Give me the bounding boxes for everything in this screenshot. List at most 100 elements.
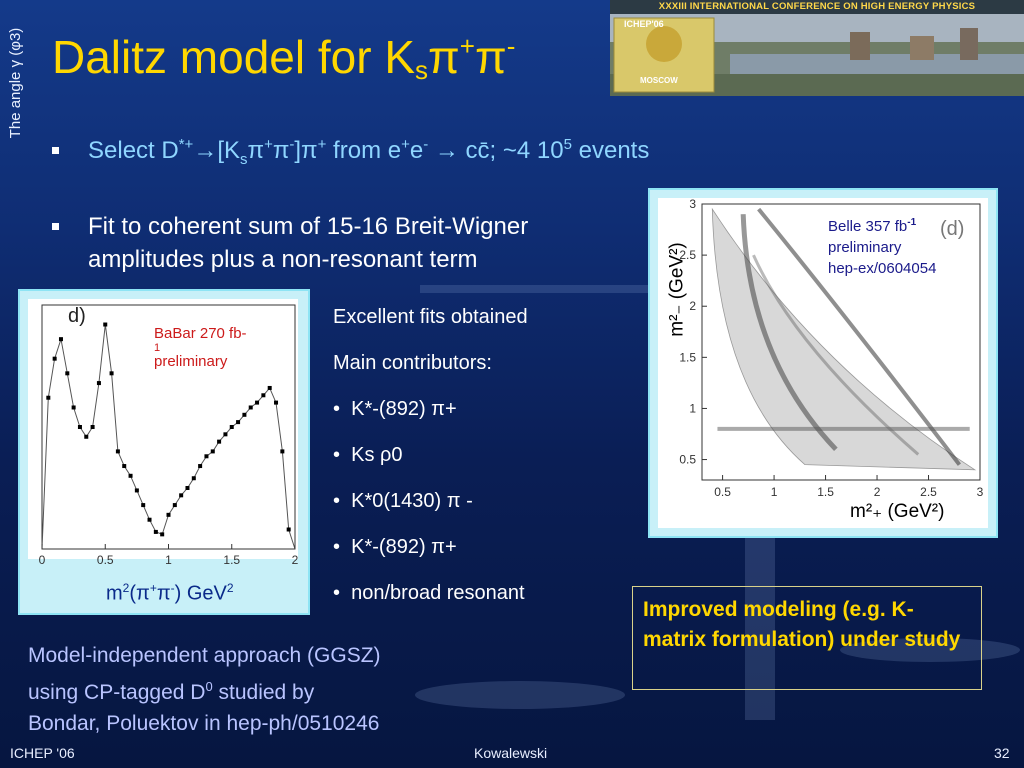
belle-label-line1: Belle 357 fb-1: [828, 217, 917, 235]
babar-x-tick-label: 0: [39, 553, 46, 567]
babar-data-point: [204, 454, 209, 459]
babar-data-point: [267, 385, 272, 390]
babar-x-tick-label: 2: [292, 553, 299, 567]
babar-data-point: [65, 371, 70, 376]
babar-data-point: [128, 473, 133, 478]
babar-data-point: [147, 517, 152, 522]
babar-data-point: [71, 405, 76, 410]
belle-y-tick-label: 3: [689, 197, 696, 211]
belle-y-tick-label: 1: [689, 401, 696, 415]
babar-label-line1: BaBar 270 fb-: [154, 325, 247, 342]
babar-data-point: [198, 464, 203, 469]
contributor-item: • K*-(892) π+: [333, 536, 457, 558]
belle-label-line3: hep-ex/0604054: [828, 260, 937, 277]
belle-resonance-band: [752, 254, 920, 456]
babar-data-point: [223, 432, 228, 437]
note-line3: Bondar, Poluektov in hep-ph/0510246: [28, 712, 380, 735]
banner-title: XXXIII INTERNATIONAL CONFERENCE ON HIGH …: [610, 0, 1024, 14]
logo-top-text: ICHEP'06: [624, 19, 664, 29]
note-line1: Model-independent approach (GGSZ): [28, 644, 381, 667]
note-line2: using CP-tagged D0 studied by: [28, 679, 315, 704]
city-photo: [610, 14, 1024, 96]
belle-resonance-band: [757, 207, 961, 466]
babar-data-point: [90, 425, 95, 429]
babar-label-line3: preliminary: [154, 353, 228, 370]
contributor-item: • K*-(892) π+: [333, 398, 457, 420]
improved-modeling-text: Improved modeling (e.g. K-matrix formula…: [643, 598, 961, 651]
belle-resonance-band: [740, 214, 838, 452]
belle-dalitz-region: [711, 207, 977, 471]
belle-x-tick-label: 1.5: [817, 485, 834, 499]
babar-data-point: [160, 532, 165, 537]
belle-dalitz-plot: 0.5 1 1.5 2 2.5 3 3 2.5 2 1.5 1 0.5: [679, 197, 984, 499]
babar-label: BaBar 270 fb- 1 preliminary: [154, 325, 247, 371]
babar-data-point: [179, 493, 184, 498]
footer-author: Kowalewski: [474, 745, 548, 761]
babar-data-point: [122, 464, 127, 469]
belle-y-tick-label: 2: [689, 299, 696, 313]
logo-bottom-text: MOSCOW: [640, 76, 678, 85]
babar-x-tick-label: 1: [165, 553, 172, 567]
model-independent-note: Model-independent approach (GGSZ) using …: [28, 640, 468, 739]
babar-data-point: [96, 381, 101, 386]
babar-chart: 0 0.5 1 1.5 2: [39, 304, 299, 567]
footer-page-number: 32: [994, 745, 1010, 761]
babar-panel-tag: d): [68, 305, 86, 327]
belle-panel: 0.5 1 1.5 2 2.5 3 3 2.5 2 1.5 1 0.5 (d) Belle 357 f…: [648, 188, 998, 538]
babar-data-point: [103, 322, 108, 327]
belle-plot-frame: [701, 203, 981, 481]
babar-data-point: [280, 449, 285, 454]
babar-data-point: [210, 449, 215, 454]
fit-summary-line2: Main contributors:: [333, 352, 492, 374]
babar-data-point: [46, 395, 51, 400]
babar-data-point: [84, 434, 89, 439]
babar-data-point: [141, 503, 146, 508]
bullet-marker: [52, 147, 59, 154]
babar-data-point: [236, 420, 241, 425]
belle-ylabel: m²₋ (GeV²): [666, 242, 688, 337]
belle-x-tick-label: 3: [977, 485, 984, 499]
belle-x-tick-label: 2.5: [920, 485, 937, 499]
babar-data-point: [52, 356, 57, 361]
footer-conference: ICHEP '06: [10, 745, 75, 761]
bullet-marker: [52, 223, 59, 230]
side-label: The angle γ (φ3): [7, 27, 24, 139]
belle-x-tick-label: 2: [874, 485, 881, 499]
contributor-item: • K*0(1430) π -: [333, 490, 473, 512]
improved-modeling-box: Improved modeling (e.g. K-matrix formula…: [632, 586, 982, 690]
babar-label-line2: 1: [154, 342, 161, 354]
babar-data-point: [229, 425, 234, 429]
babar-data-point: [166, 512, 171, 517]
babar-data-point: [217, 439, 222, 444]
babar-data-point: [185, 486, 190, 490]
belle-x-tick-label: 0.5: [714, 485, 731, 499]
fit-summary-line1: Excellent fits obtained: [333, 306, 528, 328]
babar-data-point: [191, 476, 196, 481]
babar-data-point: [261, 393, 266, 398]
bullet-selection: Select D*+→[Ksπ+π-]π+ from e+e- → cc̄; ~…: [88, 136, 650, 168]
contributor-item: • Ks ρ0: [333, 444, 403, 466]
babar-x-tick-label: 0.5: [97, 553, 114, 567]
babar-panel: 0 0.5 1 1.5 2 d) BaBar 270 fb- 1 preliminary…: [18, 289, 310, 615]
babar-data-point: [77, 425, 82, 429]
belle-x-tick-label: 1: [771, 485, 778, 499]
babar-data-point: [255, 400, 260, 405]
belle-label: Belle 357 fb-1 preliminary hep-ex/060405…: [828, 212, 936, 279]
babar-data-point: [286, 527, 291, 532]
babar-data-point: [248, 405, 253, 410]
belle-xlabel: m²₊ (GeV²): [850, 501, 945, 522]
babar-data-point: [274, 400, 279, 405]
contributor-item: • non/broad resonant: [333, 582, 525, 604]
babar-data-point: [153, 529, 158, 534]
babar-data-point: [58, 337, 63, 342]
belle-y-tick-label: 2.5: [679, 248, 696, 262]
babar-data-point: [172, 503, 177, 508]
babar-data-point: [242, 412, 247, 417]
conference-banner: XXXIII INTERNATIONAL CONFERENCE ON HIGH …: [610, 0, 1024, 96]
belle-panel-tag: (d): [940, 218, 965, 240]
belle-y-tick-label: 1.5: [679, 350, 696, 364]
belle-label-line2: preliminary: [828, 239, 902, 256]
bullet-fit: Fit to coherent sum of 15-16 Breit-Wigne…: [88, 213, 529, 273]
babar-x-tick-label: 1.5: [223, 553, 240, 567]
babar-data-point: [109, 371, 114, 376]
